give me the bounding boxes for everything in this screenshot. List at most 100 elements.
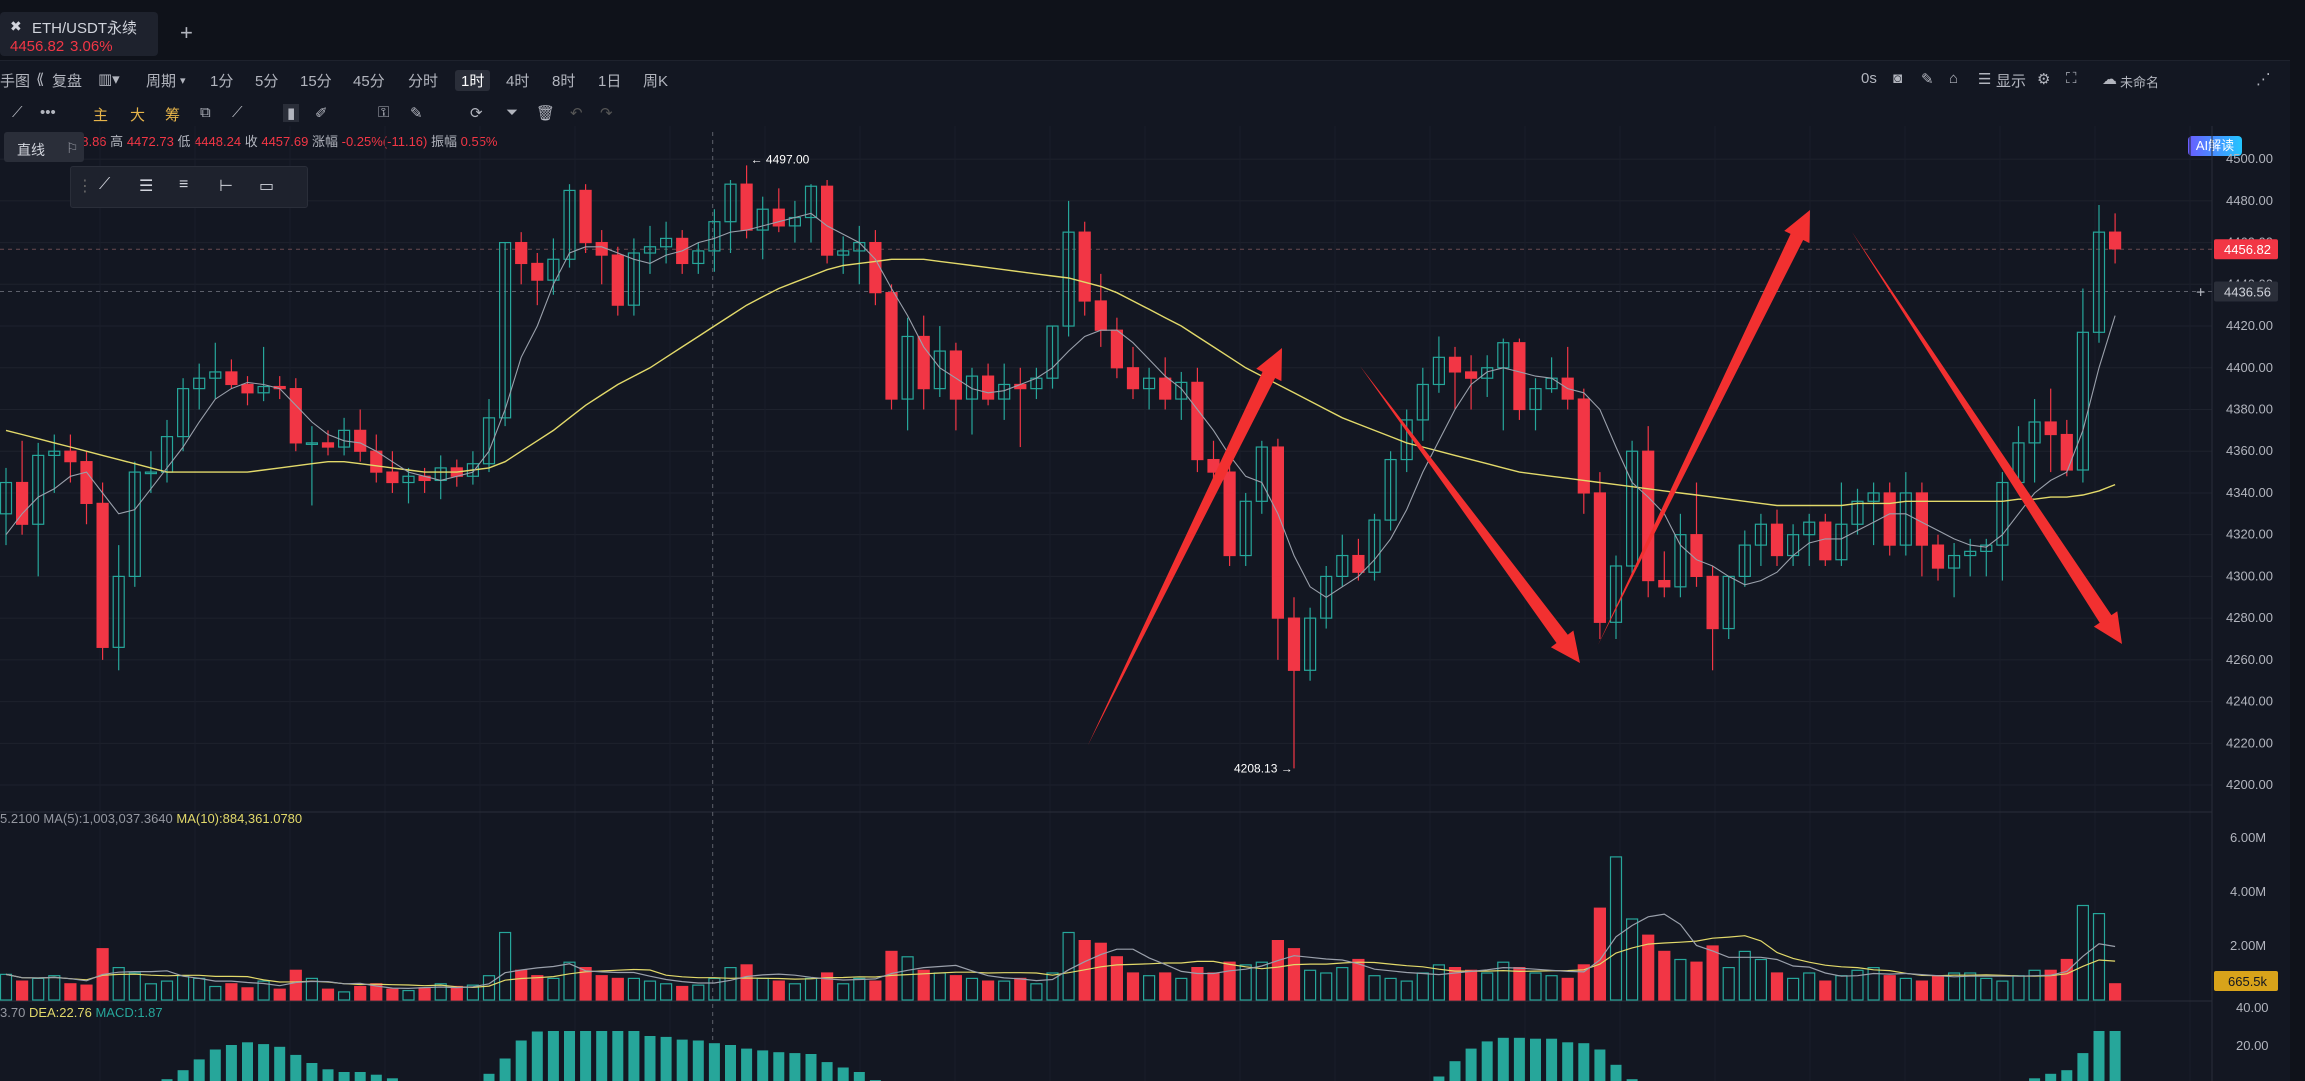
main-force-button[interactable]: 主 — [93, 107, 109, 124]
drag-handle-icon[interactable]: ⋮ — [77, 178, 93, 195]
volume-bar — [1352, 958, 1365, 1001]
candle-body — [1320, 575, 1333, 619]
volume-bar — [772, 980, 785, 1001]
candle — [1883, 482, 1896, 556]
macd-bar — [2029, 1078, 2041, 1081]
tb-1w[interactable]: 周K — [643, 73, 669, 90]
volume-bar — [917, 969, 930, 1001]
tb-hand-drawing[interactable]: 手图 — [0, 73, 31, 90]
add-tab-icon[interactable]: + — [180, 20, 193, 45]
trash-icon[interactable]: 🗑 — [536, 105, 556, 122]
volume-last-badge — [2214, 971, 2278, 991]
price-tick: 4340.00 — [2226, 485, 2273, 500]
candle — [338, 417, 351, 456]
bookmark-icon[interactable]: ⚐ — [66, 140, 79, 156]
note-icon[interactable]: ✎ — [410, 105, 423, 122]
fullscreen-icon[interactable]: ⛶ — [2066, 70, 2077, 87]
candle-body — [1835, 523, 1848, 561]
candle-body — [16, 481, 29, 525]
arrow-shape — [1598, 210, 1810, 645]
symbol-tab[interactable]: ✖ ETH/USDT永续 4456.82 3.06% — [0, 12, 158, 56]
volume-bar — [965, 977, 979, 1001]
copy-icon[interactable]: ⧉ — [200, 104, 211, 121]
tb-period[interactable]: 周期 — [146, 73, 177, 90]
volume-bar — [64, 983, 77, 1001]
price-tick: 4300.00 — [2226, 568, 2273, 583]
close-icon[interactable]: ✖ — [10, 18, 22, 34]
ohlc-chg-label: 涨幅 — [311, 134, 338, 149]
volume-bar — [1191, 966, 1204, 1001]
trend-line-icon[interactable]: ⟋ — [99, 176, 111, 193]
layout-name[interactable]: 未命名 — [2120, 75, 2160, 90]
sync-icon[interactable]: ⟳ — [470, 105, 483, 122]
price-tick: 4400.00 — [2226, 360, 2273, 375]
brush-icon[interactable]: ✐ — [315, 105, 328, 122]
volume-bar — [305, 977, 318, 1001]
volume-bar — [434, 983, 447, 1001]
tb-1h[interactable]: 1时 — [455, 70, 491, 91]
volume-legend: 5.2100 MA(5):1,003,037.3640 MA(10):884,3… — [0, 811, 302, 826]
gear-icon[interactable]: ⚙ — [2037, 71, 2051, 88]
candle-body — [402, 475, 415, 484]
tb-4h[interactable]: 4时 — [506, 73, 530, 90]
macd-bar — [676, 1039, 688, 1081]
pencil-icon[interactable]: ✎ — [1921, 71, 1934, 88]
candle-body — [1674, 534, 1687, 588]
horizontal-lines-icon[interactable]: ≡ — [179, 176, 189, 193]
ohlc-close-label: 收 — [244, 134, 258, 149]
alert-icon[interactable]: ⌂ — [1949, 70, 1959, 87]
candle — [1464, 355, 1478, 410]
tb-timeshare[interactable]: 分时 — [408, 73, 439, 90]
candle-body — [1513, 342, 1526, 411]
horizontal-ray-icon[interactable]: ⊢ — [219, 178, 233, 195]
undo-icon[interactable]: ↶ — [570, 105, 583, 122]
volume-bar — [1014, 977, 1027, 1001]
tb-1d[interactable]: 1日 — [598, 73, 622, 90]
candle — [128, 461, 141, 587]
last-price-text: 4456.82 — [2224, 242, 2271, 257]
tb-15m[interactable]: 15分 — [300, 73, 332, 90]
candle-body — [225, 371, 238, 386]
volume-bar — [1786, 977, 1800, 1001]
tb-5m[interactable]: 5分 — [255, 73, 279, 90]
candle — [1223, 461, 1236, 566]
chips-button[interactable]: 筹 — [165, 107, 181, 124]
parallel-channel-icon[interactable]: ☰ — [139, 178, 154, 195]
ohlc-chg: -0.25%(-11.16) — [341, 134, 428, 149]
candle — [1014, 367, 1027, 448]
candle-body — [1416, 383, 1429, 421]
magnet-icon[interactable]: ▮ — [283, 104, 300, 122]
candle-body — [1819, 521, 1832, 561]
measure-icon[interactable]: ⟋ — [232, 104, 243, 121]
candle-body — [531, 262, 544, 281]
volume-bar — [1303, 969, 1317, 1001]
chart-type-icon[interactable]: ▥▾ — [98, 71, 120, 88]
filter-icon[interactable]: ⏷ — [506, 104, 519, 121]
tb-45m[interactable]: 45分 — [353, 73, 385, 90]
volume-bar — [933, 972, 946, 1001]
rectangle-icon[interactable]: ▭ — [259, 178, 275, 195]
volume-bar — [2109, 983, 2122, 1001]
big-order-button[interactable]: 大 — [130, 107, 146, 124]
volume-bar — [1931, 975, 1945, 1001]
candle-body — [1706, 575, 1719, 630]
candle-body — [1448, 356, 1462, 373]
volume-bar — [2044, 969, 2057, 1001]
tb-1m[interactable]: 1分 — [210, 73, 234, 90]
volume-bar — [708, 977, 721, 1001]
ohlc-readout: 68.86 高 4472.73 低 4448.24 收 4457.69 涨幅 -… — [74, 131, 498, 150]
volume-bar — [80, 984, 93, 1001]
candle — [708, 209, 721, 272]
display-button[interactable]: 显示 — [1996, 73, 2027, 90]
more-icon[interactable]: ••• — [40, 104, 56, 121]
tb-8h[interactable]: 8时 — [552, 73, 576, 90]
ai-interpret-button[interactable]: AI解读 — [2188, 136, 2242, 156]
share-icon[interactable]: ⋰ — [2256, 71, 2271, 88]
tb-replay[interactable]: 复盘 — [52, 73, 83, 90]
ruler-icon[interactable]: ⚿ — [378, 104, 390, 121]
redo-icon[interactable]: ↷ — [600, 105, 613, 122]
line-tool-icon[interactable]: ⟋ — [12, 104, 23, 121]
volume-bar — [16, 980, 29, 1001]
camera-icon[interactable]: ◙ — [1893, 70, 1903, 87]
